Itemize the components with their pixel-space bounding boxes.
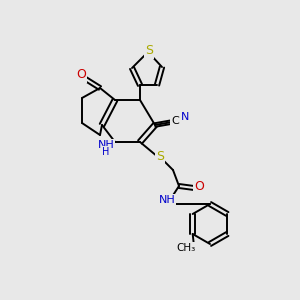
Text: NH: NH <box>159 195 176 205</box>
Text: O: O <box>76 68 86 82</box>
Text: N: N <box>181 112 189 122</box>
Text: C: C <box>171 116 179 126</box>
Text: O: O <box>194 181 204 194</box>
Text: S: S <box>156 151 164 164</box>
Text: NH: NH <box>98 140 114 150</box>
Text: S: S <box>145 44 153 58</box>
Text: CH₃: CH₃ <box>176 243 196 253</box>
Text: H: H <box>102 147 110 157</box>
